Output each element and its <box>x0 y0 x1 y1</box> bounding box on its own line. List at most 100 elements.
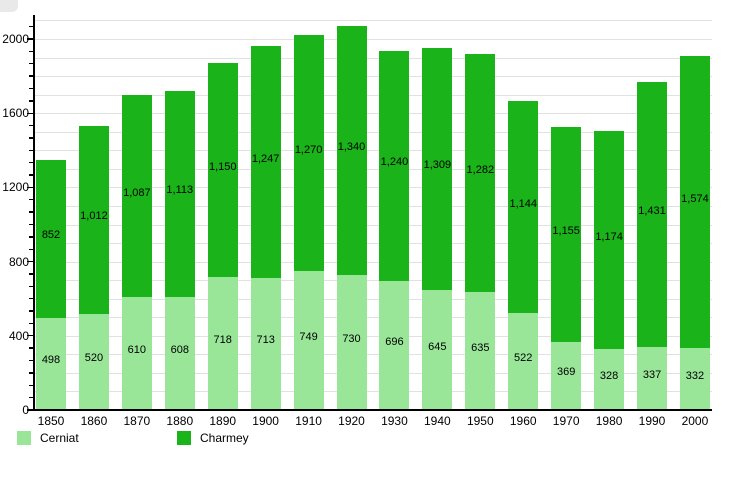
bar-value-cerniat-1960: 522 <box>514 352 533 365</box>
y-tick-minor <box>29 359 34 362</box>
x-axis-label-1900: 1900 <box>252 414 279 428</box>
y-tick-major <box>27 38 34 40</box>
bar-segment-charmey-1880: 1,113 <box>164 90 195 298</box>
y-tick-minor <box>29 174 34 176</box>
y-axis-label-1600: 1600 <box>2 106 29 121</box>
bar-segment-charmey-1910: 1,270 <box>293 35 324 272</box>
bar-value-cerniat-1880: 608 <box>170 344 189 357</box>
y-tick-minor <box>29 310 34 312</box>
y-tick-minor <box>29 236 34 238</box>
x-axis-label-1970: 1970 <box>552 414 580 428</box>
y-tick-minor <box>29 322 34 325</box>
bar-value-charmey-1960: 1,144 <box>509 197 537 210</box>
y-tick-minor <box>29 25 34 28</box>
legend-label-cerniat: Cerniat <box>40 431 79 445</box>
x-axis-label-1950: 1950 <box>466 414 494 428</box>
y-axis-label-1200: 1200 <box>2 180 29 195</box>
x-axis-label-1940: 1940 <box>424 414 451 428</box>
bar-segment-cerniat-1940: 645 <box>422 290 453 410</box>
bar-segment-charmey-1960: 1,144 <box>508 100 539 314</box>
bar-segment-cerniat-1860: 520 <box>78 313 109 410</box>
bar-segment-charmey-2000: 1,574 <box>679 56 710 349</box>
bar-segment-cerniat-1870: 610 <box>121 296 152 410</box>
bar-value-charmey-1950: 1,282 <box>466 163 495 176</box>
y-axis-label-0: 0 <box>22 403 29 417</box>
legend: Cerniat Charmey <box>0 430 745 446</box>
bar-segment-cerniat-1990: 337 <box>637 347 668 410</box>
y-tick-minor <box>29 211 34 213</box>
gridline-1400 <box>35 150 712 152</box>
bar-value-charmey-1860: 1,012 <box>80 210 108 223</box>
bar-value-charmey-1870: 1,087 <box>123 186 151 199</box>
y-axis-label-2000: 2000 <box>2 32 29 46</box>
x-axis-label-1860: 1860 <box>80 414 108 428</box>
gridline-2000 <box>35 39 712 40</box>
bar-segment-cerniat-1900: 713 <box>250 277 281 410</box>
x-axis-label-1890: 1890 <box>209 414 237 428</box>
bar-value-cerniat-1850: 498 <box>41 354 61 367</box>
bar-segment-cerniat-1850: 498 <box>36 317 66 410</box>
bar-value-cerniat-1900: 713 <box>256 334 275 347</box>
y-tick-minor <box>29 298 34 300</box>
bar-value-cerniat-1930: 696 <box>385 335 404 348</box>
y-tick-minor <box>29 248 34 250</box>
x-axis-label-1990: 1990 <box>638 414 666 428</box>
y-tick-minor <box>29 63 34 65</box>
bar-value-charmey-1920: 1,340 <box>337 140 366 153</box>
legend-swatch-cerniat <box>17 431 31 445</box>
bar-value-cerniat-1950: 635 <box>471 341 490 354</box>
bar-segment-charmey-1970: 1,155 <box>551 127 582 342</box>
bar-value-charmey-1900: 1,247 <box>251 152 280 165</box>
gridline-400 <box>35 335 712 337</box>
bar-value-charmey-1850: 852 <box>41 229 61 242</box>
bar-value-cerniat-1940: 645 <box>428 340 447 353</box>
x-axis-line <box>33 409 712 411</box>
x-axis-label-1980: 1980 <box>595 414 623 428</box>
y-tick-minor <box>29 137 34 139</box>
gridline-700 <box>35 280 712 282</box>
bar-segment-charmey-1920: 1,340 <box>336 26 367 275</box>
bar-segment-cerniat-1880: 608 <box>164 297 195 410</box>
bar-value-cerniat-1910: 749 <box>299 331 318 344</box>
x-axis-label-1930: 1930 <box>381 414 408 428</box>
bar-segment-cerniat-2000: 332 <box>679 348 710 410</box>
gridline-600 <box>35 298 712 300</box>
legend-swatch-charmey <box>177 431 191 445</box>
y-tick-minor <box>29 149 34 151</box>
bar-value-cerniat-1890: 718 <box>213 333 232 346</box>
y-tick-major <box>27 186 34 189</box>
y-tick-minor <box>29 273 34 275</box>
x-axis-label-1910: 1910 <box>295 414 322 428</box>
gridline-1600 <box>35 113 712 115</box>
gridline-2100 <box>35 20 712 22</box>
bar-value-cerniat-1920: 730 <box>342 332 361 345</box>
bar-segment-cerniat-1980: 328 <box>594 349 625 410</box>
bar-value-charmey-1930: 1,240 <box>380 156 409 169</box>
y-tick-minor <box>29 50 34 53</box>
y-tick-minor <box>29 285 34 288</box>
y-axis-line <box>33 15 35 411</box>
bar-value-charmey-1980: 1,174 <box>595 230 623 243</box>
bar-segment-charmey-1990: 1,431 <box>637 82 668 348</box>
y-tick-major <box>27 409 34 411</box>
y-tick-minor <box>29 100 34 102</box>
bar-value-charmey-1990: 1,431 <box>638 205 666 218</box>
bar-segment-cerniat-1960: 522 <box>508 313 539 410</box>
bar-value-cerniat-1860: 520 <box>84 352 104 365</box>
gridline-300 <box>35 354 712 356</box>
bar-value-charmey-1940: 1,309 <box>423 159 452 172</box>
bar-segment-charmey-1900: 1,247 <box>250 46 281 278</box>
gridline-1700 <box>35 94 712 96</box>
bar-segment-charmey-1870: 1,087 <box>121 95 152 297</box>
bar-segment-charmey-1940: 1,309 <box>422 47 453 291</box>
bar-segment-charmey-1860: 1,012 <box>78 125 109 314</box>
bar-value-cerniat-1870: 610 <box>127 343 147 356</box>
bar-value-charmey-2000: 1,574 <box>681 192 709 205</box>
gridline-1300 <box>35 168 712 170</box>
gridline-500 <box>35 317 712 319</box>
bar-value-cerniat-1970: 369 <box>556 366 576 379</box>
y-tick-minor <box>29 372 34 374</box>
x-axis-label-2000: 2000 <box>681 414 709 428</box>
y-tick-minor <box>29 396 34 399</box>
